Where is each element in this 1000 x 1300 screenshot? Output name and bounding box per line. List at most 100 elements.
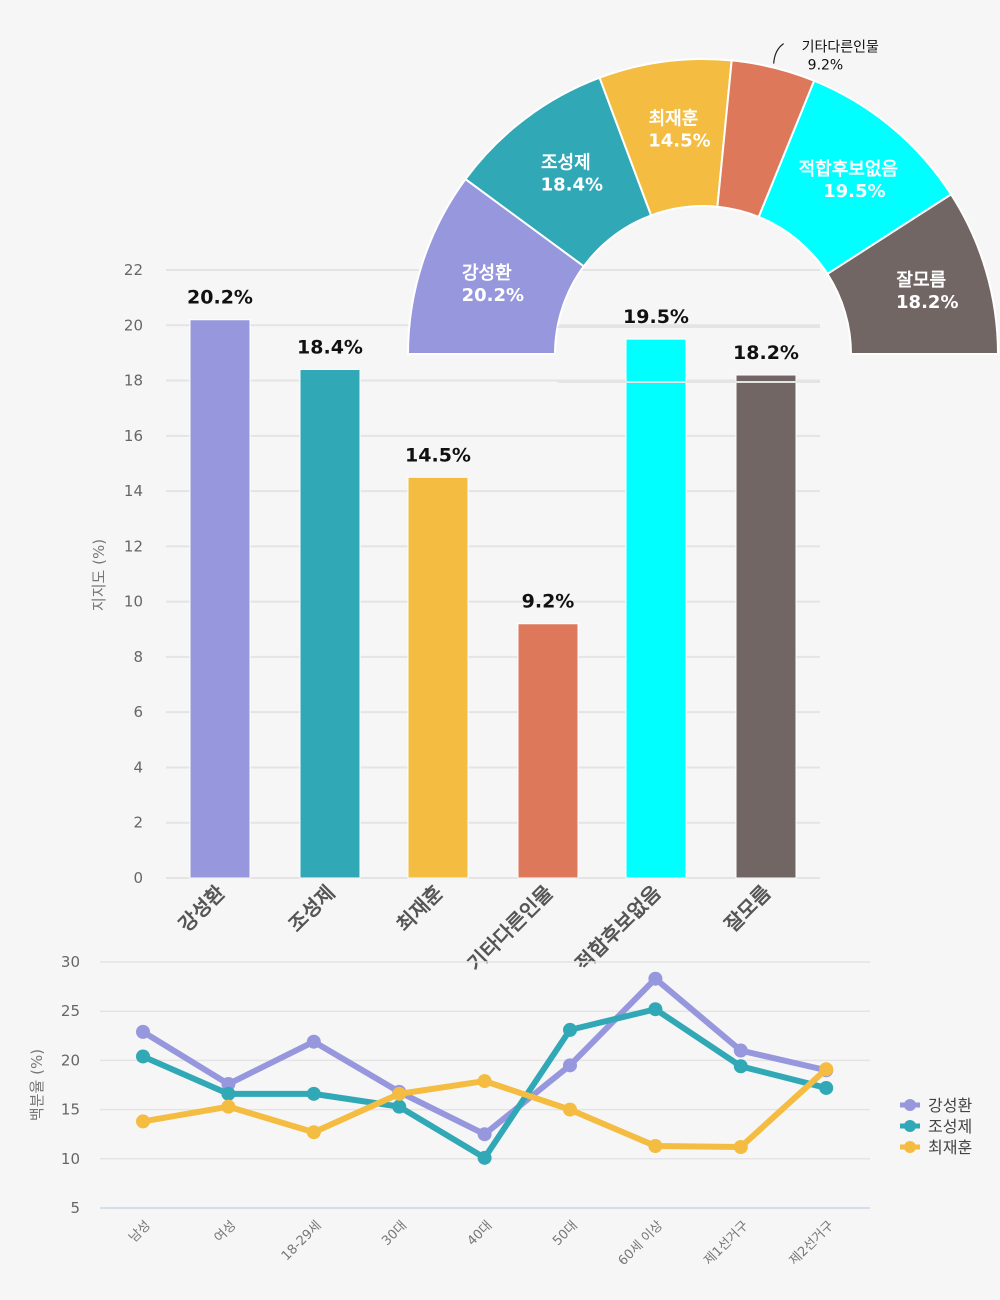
- donut-slice-label-value: 20.2%: [462, 285, 524, 306]
- line-point: [563, 1102, 577, 1117]
- line-point: [648, 1139, 663, 1154]
- bar-y-tick-label: 16: [124, 427, 143, 445]
- line-x-labels: 남성 여성 18-29세 30대 40대 50대 60세 이상 제1선거구 제2선거구: [126, 1218, 837, 1269]
- line-x-label: 60세 이상: [616, 1218, 667, 1269]
- donut-slice-label-value: 19.5%: [823, 181, 885, 202]
- bar: [517, 623, 579, 879]
- line-x-label: 40대: [465, 1218, 496, 1249]
- line-point: [392, 1086, 407, 1101]
- donut-slice-label-value: 18.4%: [541, 175, 603, 196]
- legend-marker: [904, 1120, 916, 1132]
- bar-data-label: 18.2%: [733, 342, 799, 364]
- bar-data-label: 18.4%: [297, 336, 363, 358]
- line-point: [733, 1043, 748, 1058]
- donut-external-label-name: 기타다른인물: [802, 40, 879, 56]
- line-point: [648, 1002, 663, 1017]
- donut-leader-line: [773, 43, 785, 64]
- line-point: [563, 1058, 577, 1073]
- bar-series: [189, 319, 797, 879]
- line-point: [819, 1080, 834, 1095]
- line-point: [136, 1024, 150, 1039]
- legend-marker: [904, 1141, 916, 1153]
- line-point: [221, 1086, 236, 1101]
- bar-y-tick-label: 6: [133, 703, 143, 721]
- line-x-label: 남성: [126, 1218, 154, 1246]
- bar-y-tick-label: 14: [124, 482, 143, 500]
- line-y-axis-title: 백분율 (%): [28, 1049, 46, 1121]
- line-point: [221, 1077, 236, 1092]
- line-point: [563, 1022, 577, 1037]
- bar-y-tick-label: 20: [124, 316, 143, 334]
- bar-y-tick-label: 8: [133, 648, 143, 666]
- bar-y-ticks: 0 2 4 6 8 10 12 14 16 18 20 22: [124, 261, 143, 887]
- legend-label: 최재훈: [928, 1138, 972, 1157]
- line-point: [477, 1127, 492, 1142]
- line-point: [477, 1074, 492, 1089]
- line-point: [392, 1099, 407, 1114]
- donut-inner-gridlines: [557, 326, 820, 383]
- donut-slice-label-value: 18.2%: [896, 292, 958, 313]
- line-point: [221, 1099, 236, 1114]
- donut-slice-label-value: 14.5%: [648, 130, 710, 151]
- line-point: [477, 1150, 492, 1165]
- line-y-tick-label: 25: [61, 1002, 80, 1020]
- bar-y-tick-label: 22: [124, 261, 143, 279]
- line-x-label: 제2선거구: [787, 1218, 837, 1268]
- line-point: [648, 971, 663, 986]
- line-x-label: 여성: [212, 1218, 240, 1246]
- bar-gridlines: [166, 269, 820, 879]
- bar-y-tick-label: 2: [133, 814, 143, 832]
- bar-data-label: 9.2%: [522, 591, 575, 613]
- bar-data-label: 20.2%: [187, 287, 253, 309]
- donut-slice-label-name: 적합후보없음: [799, 158, 898, 180]
- line-y-tick-label: 30: [61, 953, 80, 971]
- line-x-label: 제1선거구: [701, 1218, 751, 1268]
- donut-slice-label-name: 잘모름: [896, 270, 946, 291]
- bar: [625, 338, 687, 879]
- line-point: [306, 1125, 321, 1140]
- bar: [407, 476, 469, 879]
- bar-data-labels: 20.2% 18.4% 14.5% 9.2% 19.5% 18.2%: [187, 287, 799, 613]
- donut-slice-label-name: 최재훈: [649, 107, 699, 129]
- line-point: [733, 1059, 748, 1074]
- line-point: [136, 1114, 150, 1129]
- bar-y-tick-label: 10: [124, 593, 143, 611]
- line-x-label: 50대: [550, 1218, 581, 1249]
- line-series: [136, 971, 834, 1165]
- bar: [299, 368, 361, 879]
- bar: [735, 374, 797, 879]
- line-point: [733, 1139, 748, 1154]
- line-x-label: 30대: [379, 1218, 410, 1249]
- donut-external-label-value: 9.2%: [808, 58, 844, 74]
- line-x-label: 18-29세: [279, 1218, 325, 1264]
- donut-slices: [406, 58, 1000, 355]
- bar-y-tick-label: 4: [133, 758, 143, 776]
- line-y-tick-label: 5: [70, 1199, 80, 1217]
- bar-data-label: 19.5%: [623, 306, 689, 328]
- donut-slice-label-name: 조성제: [541, 153, 591, 174]
- bar-y-tick-label: 12: [124, 537, 143, 555]
- bar-data-label: 14.5%: [405, 444, 471, 466]
- line-y-tick-label: 20: [61, 1051, 80, 1069]
- line-point: [136, 1049, 150, 1064]
- line-point: [306, 1086, 321, 1101]
- line-y-tick-label: 15: [61, 1101, 80, 1119]
- bar: [189, 319, 251, 879]
- legend-marker: [904, 1099, 916, 1111]
- legend-label: 조성제: [928, 1117, 972, 1136]
- line-y-tick-label: 10: [61, 1150, 80, 1168]
- bar-y-axis-title: 지지도 (%): [90, 539, 108, 611]
- line-point: [819, 1062, 834, 1077]
- donut-slice-label-name: 강성환: [462, 262, 512, 284]
- bar-y-tick-label: 0: [133, 869, 143, 887]
- bar-y-tick-label: 18: [124, 372, 143, 390]
- line-y-ticks: 5 10 15 20 25 30: [61, 953, 80, 1217]
- donut-slice: [826, 192, 1000, 355]
- legend-label: 강성환: [928, 1096, 972, 1115]
